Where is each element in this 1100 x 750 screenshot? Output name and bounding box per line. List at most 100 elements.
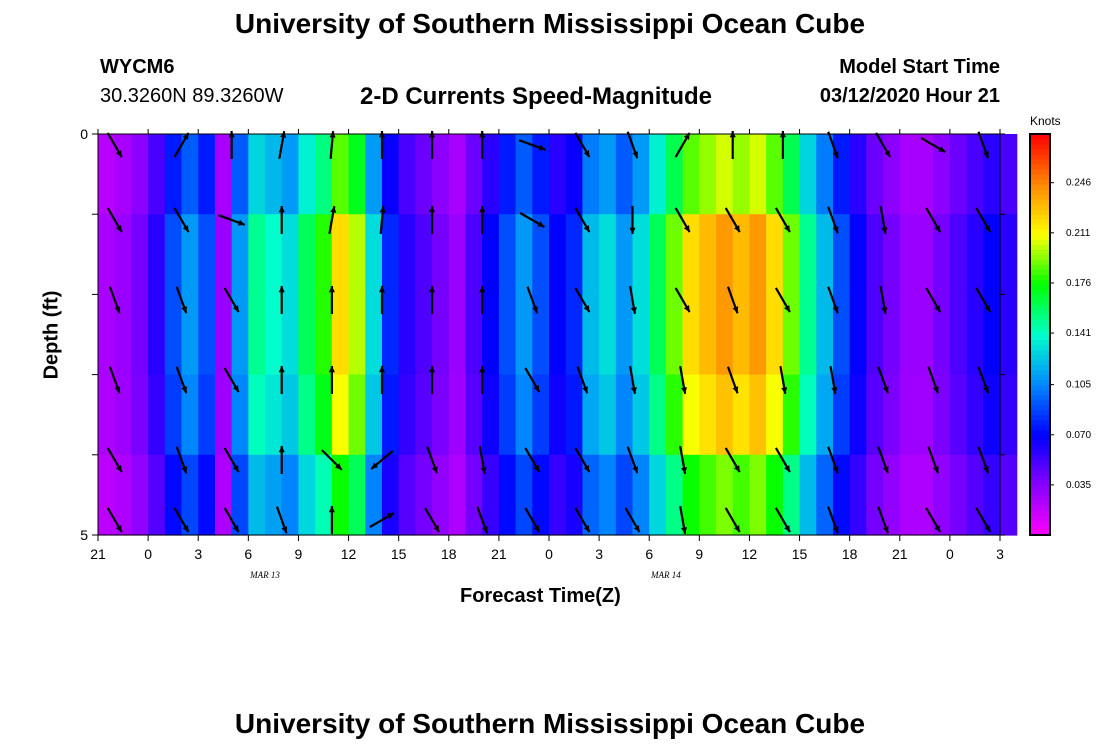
- colorbar-tick-label: 0.246: [1066, 178, 1091, 189]
- heatmap-cell: [365, 214, 383, 295]
- current-arrow: [674, 207, 691, 233]
- current-arrow: [779, 366, 788, 394]
- colorbar-tick-label: 0.035: [1066, 480, 1091, 491]
- heatmap-cell: [198, 374, 216, 456]
- colorbar-swatch: [1030, 154, 1050, 160]
- heatmap-cell: [131, 214, 149, 295]
- heatmap-cell: [682, 294, 700, 376]
- heatmap-cell: [348, 134, 366, 215]
- heatmap-cell: [98, 294, 116, 376]
- heatmap-cell: [281, 214, 300, 295]
- heatmap-cell: [515, 294, 533, 376]
- heatmap-cell: [432, 374, 450, 456]
- heatmap-cell: [849, 294, 867, 376]
- heatmap-cell: [766, 454, 784, 536]
- heatmap-cell: [582, 374, 600, 456]
- heatmap-cell: [866, 214, 884, 295]
- heatmap-cell: [465, 374, 483, 456]
- heatmap-cell: [649, 374, 667, 456]
- heatmap-cell: [849, 134, 867, 215]
- colorbar-swatch: [1030, 184, 1050, 190]
- heatmap-cell: [348, 214, 366, 295]
- current-arrow: [223, 287, 240, 313]
- x-date-label: MAR 14: [650, 570, 681, 580]
- colorbar-swatch: [1030, 299, 1050, 306]
- heatmap-cell: [114, 374, 132, 456]
- heatmap-cell: [716, 294, 734, 376]
- current-arrow: [328, 506, 335, 534]
- colorbar-swatch: [1030, 289, 1050, 295]
- current-arrow: [106, 132, 123, 158]
- current-arrow: [774, 207, 791, 233]
- colorbar-swatch: [1030, 389, 1050, 396]
- current-arrow: [679, 506, 687, 534]
- current-arrow: [977, 131, 990, 159]
- colorbar-swatch: [1030, 344, 1050, 351]
- colorbar-swatch: [1030, 239, 1050, 245]
- current-arrow: [975, 507, 992, 533]
- heatmap-cell: [148, 454, 166, 536]
- heatmap-cell: [214, 214, 233, 295]
- heatmap-cell: [665, 134, 684, 215]
- heatmap-cell: [649, 454, 667, 536]
- current-arrow: [726, 366, 739, 394]
- heatmap-cell: [599, 454, 617, 536]
- current-arrow: [223, 367, 240, 393]
- current-arrow: [877, 506, 889, 534]
- heatmap-cell: [281, 134, 300, 215]
- current-arrow: [328, 286, 335, 314]
- heatmap-cell: [315, 294, 333, 376]
- current-arrow: [429, 366, 436, 394]
- current-arrow: [624, 507, 641, 533]
- heatmap-cell: [148, 374, 166, 456]
- current-arrow: [774, 287, 791, 313]
- colorbar: 0.035 0.070 0.105 0.141 0.176 0.211 0.246: [1029, 133, 1091, 536]
- colorbar-swatch: [1030, 429, 1050, 436]
- heatmap-cell: [682, 214, 700, 295]
- x-tick-label: 9: [695, 546, 703, 562]
- heatmap-cell: [498, 134, 517, 215]
- heatmap-cell: [298, 294, 316, 376]
- colorbar-swatch: [1030, 264, 1050, 270]
- current-arrow: [724, 447, 741, 473]
- heatmap-cell: [599, 214, 617, 295]
- y-axis: 05: [80, 126, 1005, 543]
- heatmap-cell: [448, 374, 467, 456]
- heatmap-cell: [214, 454, 233, 536]
- heatmap-cells: [98, 134, 1018, 536]
- current-arrow: [827, 506, 839, 534]
- heatmap-cell: [498, 294, 517, 376]
- heatmap-cell: [732, 454, 751, 536]
- colorbar-swatch: [1030, 244, 1050, 250]
- heatmap-cell: [782, 214, 801, 295]
- current-arrow: [479, 206, 486, 234]
- heatmap-cell: [181, 294, 199, 376]
- colorbar-swatch: [1030, 329, 1050, 336]
- current-arrow: [218, 214, 246, 226]
- current-arrow: [278, 286, 285, 314]
- current-arrow: [108, 366, 121, 394]
- heatmap-cell: [298, 454, 316, 536]
- model-start-label: Model Start Time: [839, 56, 1000, 78]
- heatmap-cell: [465, 134, 483, 215]
- heatmap-cell: [248, 214, 266, 295]
- colorbar-swatch: [1030, 249, 1050, 255]
- current-arrow: [524, 447, 541, 473]
- heatmap-cell: [782, 294, 801, 376]
- current-arrow: [674, 132, 691, 158]
- heatmap-cell: [883, 374, 901, 456]
- current-arrow: [679, 366, 687, 394]
- heatmap-cell: [632, 134, 650, 215]
- current-arrow: [977, 366, 990, 394]
- heatmap-cell: [665, 454, 684, 536]
- colorbar-swatch: [1030, 509, 1050, 516]
- model-start-value: 03/12/2020 Hour 21: [819, 85, 1000, 107]
- heatmap-cell: [365, 294, 383, 376]
- heatmap-cell: [799, 134, 817, 215]
- current-arrow: [827, 286, 839, 314]
- heatmap-cell: [231, 294, 249, 376]
- colorbar-swatch: [1030, 134, 1050, 140]
- heatmap-cell: [632, 454, 650, 536]
- heatmap-cell: [599, 134, 617, 215]
- current-arrow: [574, 507, 591, 533]
